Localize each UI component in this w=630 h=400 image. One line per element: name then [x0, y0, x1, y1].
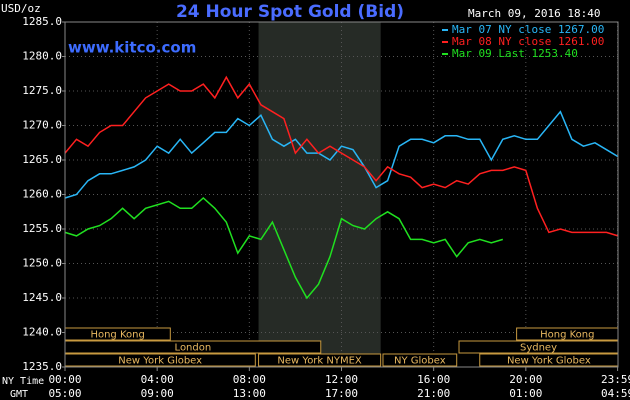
sessions-layer: Hong Kong Hong Kong London Sydney New York G…: [64, 327, 619, 367]
session-label: Hong Kong: [540, 330, 594, 341]
session-label: London: [175, 343, 212, 354]
x-tick-label: 20:00: [509, 373, 542, 386]
y-tick-label: 1265.0: [22, 153, 62, 166]
session-box: [258, 353, 382, 367]
x-tick-label: 23:59: [601, 373, 630, 386]
lines-layer: [64, 75, 619, 300]
y-tick-label: 1255.0: [22, 222, 62, 235]
price-line: [64, 110, 619, 199]
price-line: [64, 75, 619, 237]
x2-tick-label: 21:00: [417, 387, 450, 400]
y-tick-label: 1235.0: [22, 360, 62, 373]
session-label: Hong Kong: [90, 330, 144, 341]
source: www.kitco.com: [68, 39, 196, 57]
x-tick-label: 00:00: [48, 373, 81, 386]
x-tick-label: 04:00: [141, 373, 174, 386]
session-label: New York Globex: [118, 356, 202, 367]
x2-tick-label: 04:59: [601, 387, 630, 400]
session-label: Sydney: [520, 343, 557, 354]
chart-title: 24 Hour Spot Gold (Bid): [176, 2, 404, 22]
y-axis-label: USD/oz: [1, 2, 41, 15]
y-tick-label: 1250.0: [22, 257, 62, 270]
x2-tick-label: 13:00: [233, 387, 266, 400]
legend-label: Mar 08 NY close 1261.00: [452, 35, 604, 48]
legend-label: Mar 09 Last 1253.40: [452, 47, 578, 60]
x2-tick-label: 01:00: [509, 387, 542, 400]
x2-tick-label: 05:00: [48, 387, 81, 400]
shade-layer: [258, 22, 381, 367]
y-tick-label: 1275.0: [22, 84, 62, 97]
session-label: NY Globex: [394, 356, 446, 367]
timestamp: March 09, 2016 18:40: [468, 7, 600, 20]
plot-frame: [64, 21, 619, 368]
ny-session-shade: [258, 22, 381, 367]
price-line: [64, 196, 504, 300]
x-tick-label: 12:00: [325, 373, 358, 386]
y-tick-label: 1285.0: [22, 15, 62, 28]
y-tick-label: 1270.0: [22, 119, 62, 132]
session-box: [382, 353, 458, 367]
y-tick-label: 1260.0: [22, 188, 62, 201]
x-axis-label: NY Time: [2, 376, 44, 387]
session-label: New York NYMEX: [277, 356, 362, 367]
x2-tick-label: 17:00: [325, 387, 358, 400]
session-label: New York Globex: [507, 356, 591, 367]
y-tick-label: 1280.0: [22, 50, 62, 63]
x-tick-label: 08:00: [233, 373, 266, 386]
x-tick-label: 16:00: [417, 373, 450, 386]
x2-axis-label: GMT: [10, 389, 28, 400]
x2-tick-label: 09:00: [141, 387, 174, 400]
y-tick-label: 1245.0: [22, 291, 62, 304]
legend-label: Mar 07 NY close 1267.00: [452, 23, 604, 36]
y-tick-label: 1240.0: [22, 326, 62, 339]
